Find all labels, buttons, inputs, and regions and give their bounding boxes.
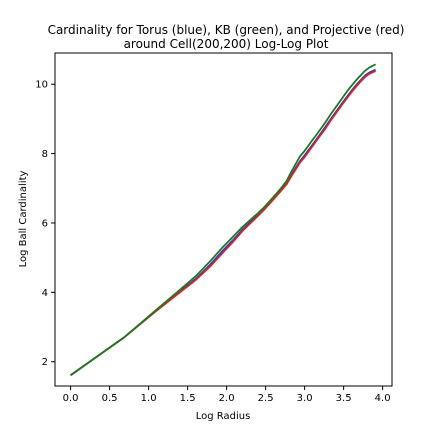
plot-lines <box>70 63 376 376</box>
y-axis-label: Log Ball Cardinality <box>18 171 29 268</box>
x-tick-label: 0.0 <box>63 393 79 404</box>
x-axis-label: Log Radius <box>196 411 251 422</box>
series-line-1 <box>70 70 376 376</box>
x-tick-label: 4.0 <box>375 393 391 404</box>
y-axis-ticks: 2 4 6 8 10 <box>35 80 55 368</box>
y-tick-label: 2 <box>42 357 48 368</box>
x-tick-label: 3.5 <box>336 393 352 404</box>
plot-frame <box>54 52 393 387</box>
chart-title-line-2: around Cell(200,200) Log-Log Plot <box>124 37 329 51</box>
x-tick-label: 1.5 <box>180 393 196 404</box>
y-tick-label: 8 <box>42 149 48 160</box>
x-tick-label: 1.0 <box>141 393 157 404</box>
chart-title-line-1: Cardinality for Torus (blue), KB (green)… <box>48 23 405 37</box>
x-tick-label: 2.0 <box>219 393 235 404</box>
x-axis-ticks: 0.0 0.5 1.0 1.5 2.0 2.5 3.0 3.5 4.0 <box>63 386 391 404</box>
y-tick-label: 10 <box>35 80 48 91</box>
y-tick-label: 4 <box>42 288 48 299</box>
x-tick-label: 0.5 <box>102 393 118 404</box>
x-tick-label: 2.5 <box>258 393 274 404</box>
x-tick-label: 3.0 <box>297 393 313 404</box>
y-tick-label: 6 <box>42 218 48 229</box>
series-line-2 <box>70 63 376 376</box>
